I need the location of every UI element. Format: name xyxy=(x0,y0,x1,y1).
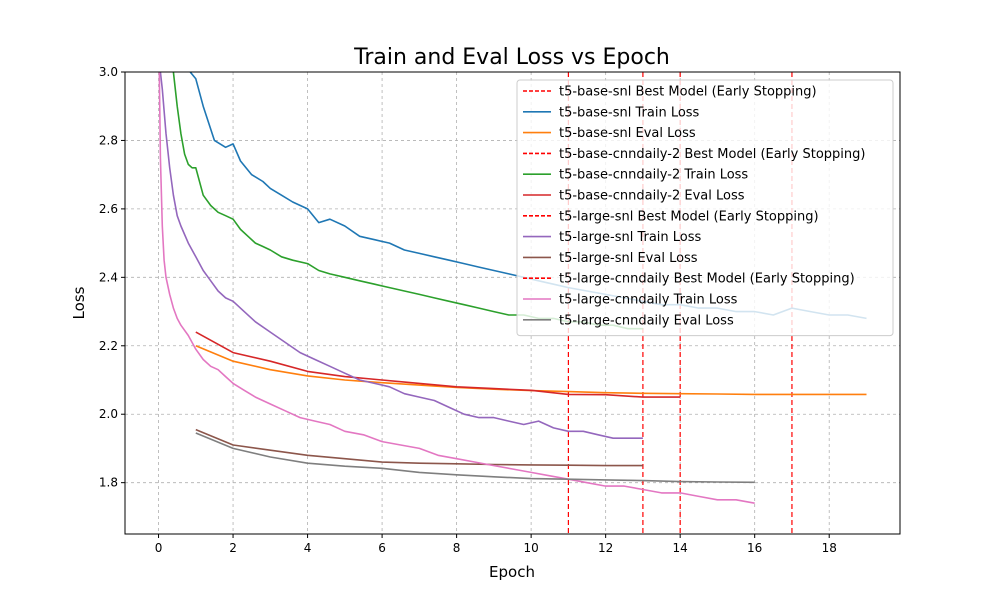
x-tick-label: 4 xyxy=(304,541,312,555)
legend-label: t5-large-snl Eval Loss xyxy=(559,251,698,266)
y-tick-label: 2.4 xyxy=(99,270,118,284)
x-tick-label: 16 xyxy=(747,541,762,555)
y-tick-label: 3.0 xyxy=(99,65,118,79)
legend-label: t5-large-snl Best Model (Early Stopping) xyxy=(559,209,819,224)
x-tick-label: 12 xyxy=(598,541,613,555)
legend-label: t5-base-snl Best Model (Early Stopping) xyxy=(559,85,817,100)
x-tick-label: 10 xyxy=(523,541,538,555)
legend-label: t5-large-cnndaily Best Model (Early Stop… xyxy=(559,272,855,287)
legend-label: t5-base-cnndaily-2 Best Model (Early Sto… xyxy=(559,147,865,162)
x-tick-label: 6 xyxy=(378,541,386,555)
series-line xyxy=(159,72,643,440)
y-axis-label: Loss xyxy=(70,286,88,319)
series-line xyxy=(195,331,681,398)
y-tick-label: 1.8 xyxy=(99,476,118,490)
x-tick-label: 18 xyxy=(822,541,837,555)
y-tick-label: 2.0 xyxy=(99,407,118,421)
legend-label: t5-base-cnndaily-2 Eval Loss xyxy=(559,189,745,204)
legend-label: t5-base-snl Train Loss xyxy=(559,105,700,120)
axes: 0 2 4 6 8 10 12 14 16 18 1.8 2.0 2.2 2.4 2.6 2.8 3.0 xyxy=(99,65,901,555)
x-tick-label: 8 xyxy=(453,541,461,555)
x-tick-label: 14 xyxy=(673,541,688,555)
series-line xyxy=(195,428,643,467)
x-tick-label: 2 xyxy=(229,541,237,555)
y-tick-label: 2.8 xyxy=(99,133,118,147)
series-line xyxy=(195,432,755,484)
x-tick-label: 0 xyxy=(155,541,163,555)
series-line xyxy=(158,72,755,504)
legend-label: t5-base-snl Eval Loss xyxy=(559,126,696,141)
plot-frame xyxy=(124,71,901,535)
legend-label: t5-large-snl Train Loss xyxy=(559,230,702,245)
y-tick-label: 2.6 xyxy=(99,202,118,216)
legend-label: t5-base-cnndaily-2 Train Loss xyxy=(559,168,748,183)
y-tick-label: 2.2 xyxy=(99,339,118,353)
legend: t5-base-snl Best Model (Early Stopping) t… xyxy=(516,79,894,337)
legend-label: t5-large-cnndaily Train Loss xyxy=(559,293,738,308)
series-line xyxy=(195,345,867,396)
chart-title: Train and Eval Loss vs Epoch xyxy=(353,45,670,70)
legend-label: t5-large-cnndaily Eval Loss xyxy=(559,313,734,328)
legend-box xyxy=(516,79,894,337)
x-axis-label: Epoch xyxy=(489,563,535,581)
